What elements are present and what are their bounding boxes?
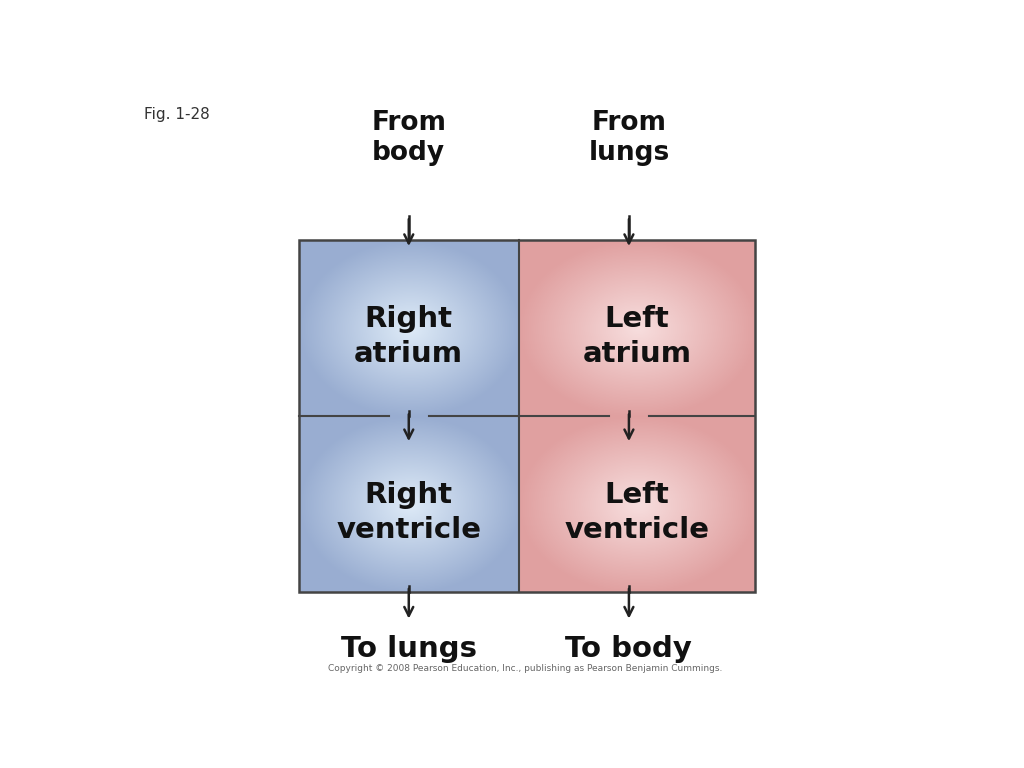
Text: To lungs: To lungs <box>341 635 477 663</box>
Text: From
body: From body <box>372 110 446 166</box>
Text: Copyright © 2008 Pearson Education, Inc., publishing as Pearson Benjamin Cumming: Copyright © 2008 Pearson Education, Inc.… <box>328 664 722 673</box>
Bar <box>299 240 755 592</box>
Text: From
lungs: From lungs <box>589 110 670 166</box>
Text: Fig. 1-28: Fig. 1-28 <box>143 107 210 122</box>
Text: To body: To body <box>565 635 692 663</box>
